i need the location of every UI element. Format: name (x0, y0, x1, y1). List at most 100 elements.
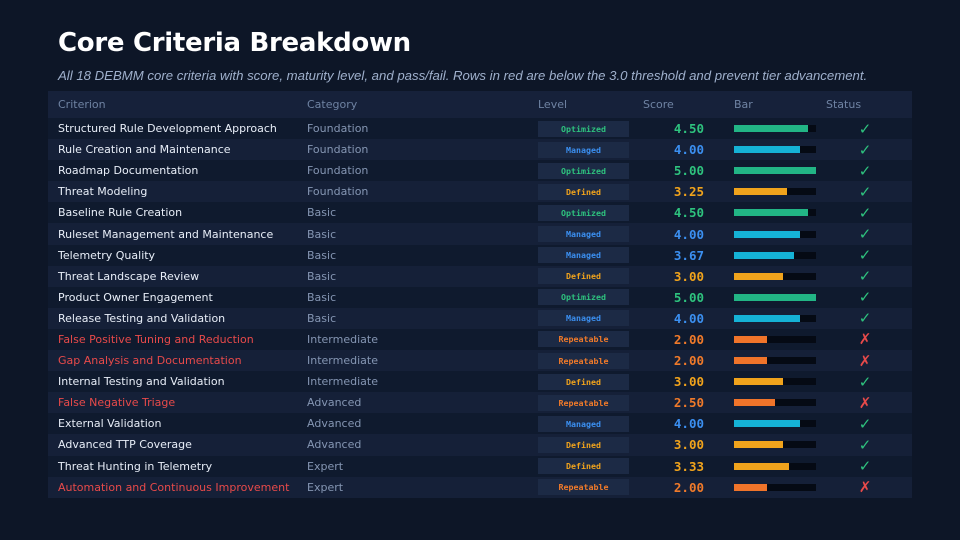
criterion-category: Intermediate (307, 375, 378, 389)
score-value: 3.67 (673, 247, 704, 263)
criterion-name: Advanced TTP Coverage (58, 438, 192, 452)
check-icon: ✓ (858, 373, 872, 391)
table-row: Telemetry Quality Basic Managed 3.67 ✓ (48, 244, 912, 266)
score-bar-track (734, 378, 816, 386)
score-bar-track (734, 230, 816, 238)
criterion-name: False Negative Triage (58, 396, 176, 410)
level-badge: Repeatable (538, 479, 629, 496)
criterion-category: Basic (307, 311, 337, 325)
criterion-name: Threat Hunting in Telemetry (58, 459, 213, 473)
level-badge: Defined (538, 183, 629, 200)
level-cell: Optimized (538, 118, 629, 139)
score-bar-fill (734, 293, 816, 301)
table-body: Structured Rule Development Approach Foun… (48, 118, 912, 498)
level-cell: Managed (538, 223, 629, 244)
criterion-name: Automation and Continuous Improvement (58, 480, 290, 494)
level-cell: Managed (538, 139, 629, 160)
criterion-category: Advanced (307, 438, 362, 452)
criterion-category: Intermediate (307, 354, 378, 368)
level-cell: Defined (538, 434, 629, 455)
table-row: Advanced TTP Coverage Advanced Defined 3.00… (48, 434, 912, 456)
check-icon: ✓ (858, 226, 872, 244)
criterion-category: Basic (307, 227, 337, 241)
score-bar-fill (734, 125, 808, 133)
score-bar-track (734, 335, 816, 343)
score-bar (734, 181, 816, 202)
level-badge: Managed (538, 415, 629, 432)
criterion-name: Threat Modeling (58, 185, 148, 199)
score-value: 3.33 (673, 458, 704, 474)
table-row: Baseline Rule Creation Basic Optimized 4.50… (48, 202, 912, 224)
criterion-name: Product Owner Engagement (58, 290, 213, 304)
score-bar (734, 308, 816, 329)
score-bar (734, 477, 816, 498)
level-cell: Defined (538, 266, 629, 287)
table-row: Structured Rule Development Approach Foun… (48, 118, 912, 140)
cross-icon: ✗ (858, 394, 872, 412)
level-badge: Optimized (538, 162, 629, 179)
score-value: 2.00 (673, 331, 704, 347)
criteria-table: Criterion Category Level Score Bar Statu… (48, 91, 912, 498)
score-value: 5.00 (673, 289, 704, 305)
score-bar-fill (734, 462, 789, 470)
check-icon: ✓ (858, 268, 872, 286)
score-bar (734, 371, 816, 392)
table-row: Roadmap Documentation Foundation Optimized… (48, 160, 912, 182)
level-badge: Optimized (538, 204, 629, 221)
criterion-category: Intermediate (307, 332, 378, 346)
level-badge: Managed (538, 310, 629, 327)
score-bar (734, 329, 816, 350)
score-bar-track (734, 357, 816, 365)
col-header-bar: Bar (734, 98, 753, 111)
cross-icon: ✗ (858, 331, 872, 349)
col-header-status: Status (826, 98, 862, 111)
level-badge: Optimized (538, 120, 629, 137)
score-bar (734, 434, 816, 455)
check-icon: ✓ (858, 120, 872, 138)
check-icon: ✓ (858, 162, 872, 180)
score-value: 2.00 (673, 353, 704, 369)
score-value: 4.00 (673, 142, 704, 158)
check-icon: ✓ (858, 141, 872, 159)
criterion-name: Gap Analysis and Documentation (58, 354, 242, 368)
score-bar-fill (734, 230, 800, 238)
score-bar (734, 223, 816, 244)
level-badge: Optimized (538, 289, 629, 306)
level-cell: Managed (538, 245, 629, 266)
score-bar-track (734, 420, 816, 428)
level-cell: Defined (538, 371, 629, 392)
score-bar-track (734, 272, 816, 280)
score-bar (734, 413, 816, 434)
check-icon: ✓ (858, 289, 872, 307)
score-bar-track (734, 167, 816, 175)
criterion-category: Expert (307, 480, 344, 494)
criterion-category: Basic (307, 248, 337, 262)
criterion-name: Threat Landscape Review (58, 269, 200, 283)
level-badge: Defined (538, 373, 629, 390)
criterion-category: Basic (307, 269, 337, 283)
table-row: External Validation Advanced Managed 4.00 ✓ (48, 413, 912, 435)
score-bar-track (734, 399, 816, 407)
score-bar (734, 202, 816, 223)
page-subtitle: All 18 DEBMM core criteria with score, m… (58, 68, 868, 83)
check-icon: ✓ (858, 458, 872, 476)
criterion-category: Basic (307, 206, 337, 220)
table-row: False Negative Triage Advanced Repeatable 2… (48, 392, 912, 414)
score-bar (734, 245, 816, 266)
score-value: 3.25 (673, 184, 704, 200)
criterion-category: Foundation (307, 122, 369, 136)
score-bar (734, 160, 816, 181)
criterion-name: Rule Creation and Maintenance (58, 143, 231, 157)
score-value: 4.00 (673, 416, 704, 432)
score-value: 2.00 (673, 479, 704, 495)
score-bar-fill (734, 272, 784, 280)
check-icon: ✓ (858, 183, 872, 201)
score-bar (734, 266, 816, 287)
table-row: Ruleset Management and Maintenance Basic M… (48, 223, 912, 245)
table-row: Threat Hunting in Telemetry Expert Defined… (48, 455, 912, 477)
score-value: 4.00 (673, 310, 704, 326)
score-bar-track (734, 441, 816, 449)
criterion-category: Advanced (307, 417, 362, 431)
criterion-category: Advanced (307, 396, 362, 410)
score-value: 3.00 (673, 268, 704, 284)
